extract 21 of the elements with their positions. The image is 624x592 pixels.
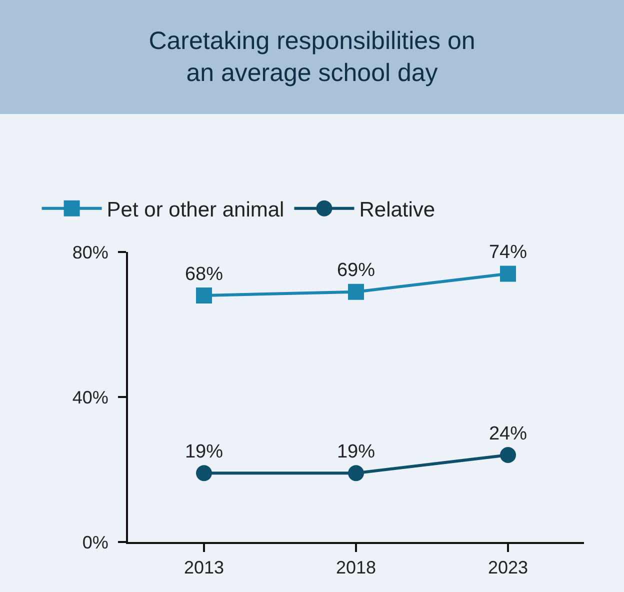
x-tick-label: 2023 [488,558,528,578]
data-label: 74% [488,242,528,263]
data-label: 19% [336,441,376,462]
data-label: 68% [184,264,224,285]
point [500,447,516,463]
chart-title: Caretaking responsibilities on an average school day [0,0,624,114]
legend-label: Pet or other animal [106,198,284,222]
point [196,288,212,304]
data-label: 19% [184,441,224,462]
y-tick-label: 80% [72,242,108,262]
point [348,284,364,300]
point [348,465,364,482]
x-tick-label: 2013 [184,558,224,578]
data-label: 69% [336,260,376,282]
data-label: 24% [488,423,528,444]
y-tick-label: 40% [72,387,108,408]
x-tick-label: 2018 [336,558,376,578]
point [196,465,212,482]
point [500,266,516,282]
legend-label: Relative [359,198,436,222]
y-tick-label: 0% [82,532,108,552]
